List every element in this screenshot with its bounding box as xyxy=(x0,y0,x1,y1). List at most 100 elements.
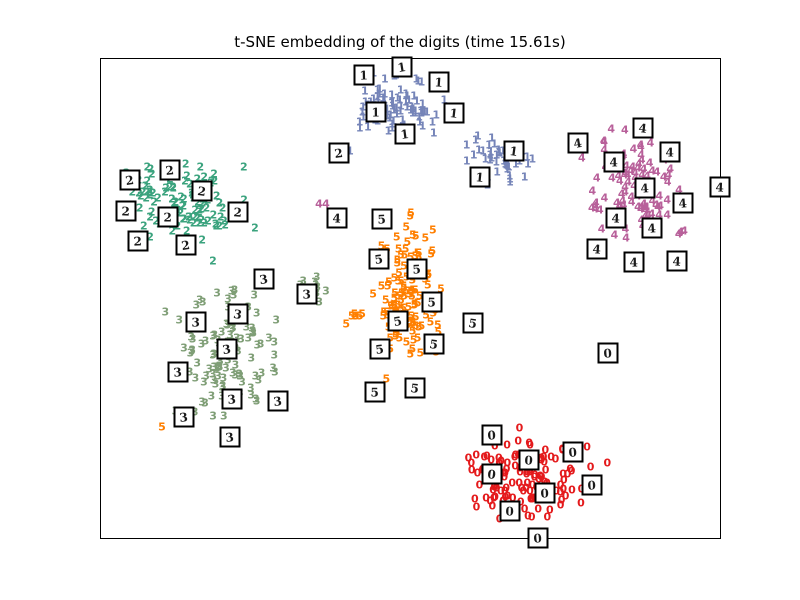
scatter-digit-0: 0 xyxy=(515,450,523,461)
scatter-digit-5: 5 xyxy=(393,253,402,267)
scatter-digit-2: 2 xyxy=(146,183,154,197)
scatter-digit-1: 1 xyxy=(362,97,370,108)
scatter-digit-3: 3 xyxy=(227,322,236,336)
scatter-digit-4: 4 xyxy=(600,143,609,157)
scatter-digit-0: 0 xyxy=(530,468,539,482)
scatter-digit-1: 1 xyxy=(511,157,520,171)
thumbnail-digit-glyph: 4 xyxy=(715,179,725,195)
scatter-digit-2: 2 xyxy=(148,186,157,200)
scatter-digit-5: 5 xyxy=(397,286,406,300)
scatter-digit-2: 2 xyxy=(239,160,248,174)
scatter-digit-0: 0 xyxy=(526,438,534,452)
scatter-digit-0: 0 xyxy=(541,463,550,477)
scatter-digit-1: 1 xyxy=(415,110,423,124)
scatter-digit-1: 1 xyxy=(387,96,396,110)
scatter-digit-5: 5 xyxy=(411,229,420,243)
scatter-digit-3: 3 xyxy=(236,369,244,383)
scatter-digit-4: 4 xyxy=(600,135,609,149)
scatter-digit-2: 2 xyxy=(198,196,207,210)
scatter-digit-4: 4 xyxy=(638,215,646,226)
scatter-digit-2: 2 xyxy=(220,214,228,228)
scatter-digit-0: 0 xyxy=(522,481,530,495)
scatter-digit-0: 0 xyxy=(559,482,568,496)
scatter-digit-1: 1 xyxy=(417,75,426,89)
scatter-digit-2: 2 xyxy=(170,196,179,210)
scatter-digit-1: 1 xyxy=(359,100,367,114)
scatter-digit-4: 4 xyxy=(592,171,601,185)
scatter-digit-2: 2 xyxy=(169,180,177,194)
scatter-digit-2: 2 xyxy=(146,188,154,202)
digit-thumbnail-5: 5 xyxy=(387,310,409,332)
scatter-digit-2: 2 xyxy=(218,201,227,215)
digit-thumbnail-4: 4 xyxy=(326,207,348,229)
scatter-digit-4: 4 xyxy=(621,123,629,137)
scatter-digit-3: 3 xyxy=(248,324,257,338)
scatter-digit-4: 4 xyxy=(608,171,616,185)
scatter-digit-2: 2 xyxy=(162,181,170,195)
scatter-digit-5: 5 xyxy=(158,420,166,434)
scatter-digit-4: 4 xyxy=(634,161,642,175)
scatter-digit-0: 0 xyxy=(537,470,546,484)
thumbnail-digit-glyph: 4 xyxy=(629,254,639,270)
scatter-digit-3: 3 xyxy=(246,381,255,395)
scatter-digit-5: 5 xyxy=(408,324,417,338)
scatter-digit-1: 1 xyxy=(380,93,389,107)
scatter-digit-4: 4 xyxy=(591,199,600,213)
scatter-digit-1: 1 xyxy=(471,133,480,147)
scatter-digit-1: 1 xyxy=(408,106,417,120)
thumbnail-digit-glyph: 1 xyxy=(371,104,381,120)
scatter-digit-5: 5 xyxy=(391,286,399,300)
scatter-digit-5: 5 xyxy=(424,268,432,282)
scatter-digit-4: 4 xyxy=(653,165,661,179)
scatter-digit-3: 3 xyxy=(229,321,237,335)
scatter-digit-0: 0 xyxy=(559,443,567,454)
scatter-digit-1: 1 xyxy=(410,89,418,103)
scatter-digit-1: 1 xyxy=(486,145,495,159)
scatter-digit-3: 3 xyxy=(234,344,242,358)
scatter-digit-1: 1 xyxy=(503,162,511,176)
scatter-digit-1: 1 xyxy=(403,100,411,114)
scatter-digit-2: 2 xyxy=(142,185,151,199)
thumbnail-digit-glyph: 4 xyxy=(611,210,621,226)
scatter-digit-4: 4 xyxy=(615,174,624,188)
scatter-digit-3: 3 xyxy=(209,409,217,423)
scatter-digit-5: 5 xyxy=(394,274,403,288)
thumbnail-digit-glyph: 2 xyxy=(124,172,136,188)
digit-thumbnail-1: 1 xyxy=(443,102,465,124)
scatter-digit-1: 1 xyxy=(520,170,529,184)
scatter-digit-1: 1 xyxy=(359,110,368,124)
scatter-digit-3: 3 xyxy=(272,313,281,327)
scatter-digit-2: 2 xyxy=(185,210,193,224)
scatter-digit-0: 0 xyxy=(502,481,511,495)
scatter-digit-0: 0 xyxy=(528,491,536,505)
scatter-digit-1: 1 xyxy=(408,100,416,114)
scatter-digit-4: 4 xyxy=(578,151,586,165)
scatter-digit-2: 2 xyxy=(146,230,154,244)
scatter-digit-3: 3 xyxy=(195,293,204,307)
scatter-digit-4: 4 xyxy=(631,166,639,180)
scatter-digit-3: 3 xyxy=(312,270,321,284)
scatter-digit-4: 4 xyxy=(648,164,657,178)
digit-thumbnail-3: 3 xyxy=(253,268,275,290)
scatter-digit-5: 5 xyxy=(407,284,415,298)
scatter-digit-4: 4 xyxy=(655,189,664,203)
digit-thumbnail-3: 3 xyxy=(185,311,207,333)
scatter-digit-0: 0 xyxy=(475,478,484,492)
scatter-digit-5: 5 xyxy=(351,309,360,323)
scatter-digit-3: 3 xyxy=(198,295,207,309)
scatter-digit-0: 0 xyxy=(560,473,568,487)
scatter-digit-5: 5 xyxy=(434,325,443,339)
thumbnail-digit-glyph: 3 xyxy=(258,271,270,287)
thumbnail-digit-glyph: 4 xyxy=(647,220,657,236)
scatter-digit-4: 4 xyxy=(618,194,627,208)
thumbnail-digit-glyph: 5 xyxy=(370,384,380,400)
scatter-digit-1: 1 xyxy=(388,88,396,102)
scatter-digit-0: 0 xyxy=(516,465,524,479)
scatter-digit-3: 3 xyxy=(229,288,238,302)
scatter-digit-2: 2 xyxy=(215,196,224,210)
scatter-digit-5: 5 xyxy=(417,319,426,333)
scatter-digit-4: 4 xyxy=(675,183,683,197)
scatter-digit-3: 3 xyxy=(215,359,224,373)
thumbnail-digit-glyph: 1 xyxy=(399,126,411,142)
scatter-digit-3: 3 xyxy=(180,341,188,355)
